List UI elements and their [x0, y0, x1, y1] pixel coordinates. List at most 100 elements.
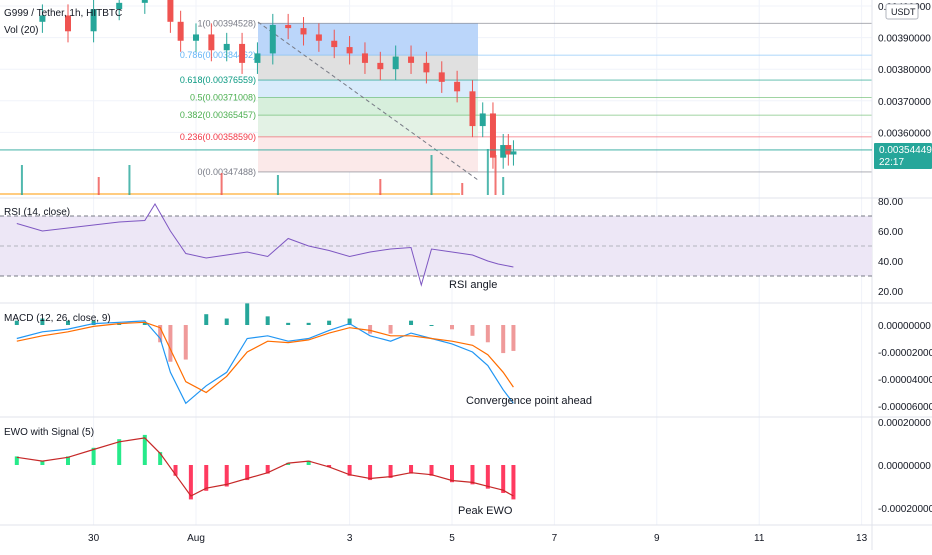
ewo-annotation[interactable]: Peak EWO [458, 505, 513, 517]
macd-signal-line[interactable] [16, 321, 514, 394]
macd-axis-tick: -0.00006000 [878, 402, 932, 413]
fib-zone [258, 136, 478, 172]
ewo-histogram-bar [188, 465, 193, 500]
macd-line[interactable] [16, 320, 514, 405]
time-axis-tick: 30 [88, 533, 100, 544]
price-axis[interactable]: 0.004000000.003900000.003800000.00370000… [878, 2, 931, 139]
ewo-histogram-bar [388, 465, 393, 478]
ewo-histogram-bar [40, 460, 45, 465]
candle-body [193, 34, 199, 41]
rsi-title[interactable]: RSI (14, close) [4, 207, 70, 218]
macd-axis-tick: -0.00004000 [878, 375, 932, 386]
macd-title[interactable]: MACD (12, 26, close, 9) [4, 313, 111, 324]
candle-body [90, 9, 97, 32]
macd-histogram [14, 303, 516, 362]
volume-bar [486, 149, 489, 195]
fibonacci-zones [258, 23, 478, 172]
candle-body [377, 62, 384, 70]
candle-body [392, 56, 399, 70]
candle-body [269, 24, 276, 54]
ewo-histogram-bar [306, 460, 311, 465]
macd-histogram-bar [409, 320, 414, 325]
rsi-axis[interactable]: 80.00 60.00 40.00 20.00 [878, 197, 903, 298]
ewo-title[interactable]: EWO with Signal (5) [4, 427, 94, 438]
candle-body [65, 15, 71, 32]
ewo-histogram-bar [173, 465, 178, 476]
price-axis-tick: 0.00390000 [878, 34, 931, 45]
macd-histogram-bar [485, 325, 490, 343]
ewo-histogram-bar [91, 447, 96, 465]
fibonacci-levels[interactable]: 1(0.00394528) 0.786(0.00384462) 0.618(0.00… [180, 18, 872, 177]
candle-body [361, 53, 368, 63]
macd-histogram-bar [168, 325, 173, 362]
ewo-histogram-bar [117, 439, 122, 465]
macd-histogram-bar [204, 314, 209, 325]
fib-trend-line[interactable] [257, 21, 479, 181]
macd-histogram-bar [142, 322, 147, 325]
ewo-histogram-bar [158, 452, 163, 465]
macd-histogram-bar [66, 320, 70, 325]
macd-histogram-bar [91, 320, 96, 325]
rsi-line[interactable] [16, 203, 514, 287]
ewo-histogram-bar [286, 462, 291, 465]
macd-axis[interactable]: 0.00000000 -0.00002000 -0.00004000 -0.00006… [878, 321, 932, 413]
macd-histogram-bar [368, 325, 373, 334]
ewo-histogram [14, 434, 516, 500]
ewo-histogram-bar [245, 465, 250, 481]
candle-body [116, 2, 123, 10]
fib-zone [258, 23, 478, 56]
time-axis-tick: 7 [552, 533, 558, 544]
volume-title[interactable]: Vol (20) [4, 25, 38, 36]
bar-countdown: 22:17 [879, 157, 904, 168]
macd-histogram-bar [511, 325, 516, 351]
ewo-signal-line[interactable] [16, 437, 514, 497]
macd-histogram-bar [183, 325, 188, 360]
rsi-axis-tick: 80.00 [878, 197, 903, 208]
candlestick-series [39, 0, 517, 169]
macd-histogram-bar [501, 325, 506, 354]
candle-body [469, 91, 476, 127]
currency-badge[interactable] [885, 3, 919, 20]
fib-zone [258, 55, 478, 81]
candle-body [223, 43, 230, 51]
fib-level-label: 0(0.00347488) [197, 167, 256, 177]
macd-annotation[interactable]: Convergence point ahead [466, 395, 592, 407]
candle-body [438, 72, 445, 82]
candle-body [454, 81, 461, 92]
fib-zone [258, 80, 478, 98]
volume-bar [461, 183, 464, 195]
volume-bar [97, 177, 100, 195]
candle-body [300, 28, 307, 35]
volume-bar [430, 155, 433, 195]
time-axis-tick: 11 [754, 533, 765, 544]
volume-bar [276, 175, 279, 195]
candle-body [39, 15, 46, 22]
ewo-histogram-bar [204, 465, 209, 491]
rsi-annotation[interactable]: RSI angle [449, 279, 497, 291]
macd-histogram-bar [450, 325, 454, 330]
symbol-title[interactable]: G999 / Tether, 1h, HITBTC [4, 8, 122, 19]
candle-body [315, 34, 322, 41]
rsi-axis-tick: 40.00 [878, 257, 903, 268]
candle-body [254, 53, 261, 63]
ewo-histogram-bar [429, 465, 434, 476]
time-axis[interactable]: 30 Aug 3 5 7 9 11 13 [88, 533, 868, 544]
fib-level-label: 0.618(0.00376559) [180, 75, 256, 85]
candle-body [423, 62, 430, 73]
ewo-axis[interactable]: 0.00020000 0.00000000 -0.00020000 [878, 418, 932, 515]
fib-level-label: 0.5(0.00371008) [190, 93, 256, 103]
ewo-axis-tick: 0.00020000 [878, 418, 931, 429]
ewo-histogram-bar [450, 465, 454, 483]
candle-body [408, 56, 415, 63]
last-price-tag[interactable] [874, 142, 932, 169]
volume-bars [0, 149, 505, 195]
candle-body [167, 0, 174, 22]
ewo-histogram-bar [511, 465, 516, 500]
ewo-histogram-bar [347, 465, 352, 476]
time-axis-tick: 13 [856, 533, 868, 544]
ewo-histogram-bar [14, 456, 19, 465]
time-axis-tick: 9 [654, 533, 660, 544]
ewo-histogram-bar [501, 465, 506, 493]
